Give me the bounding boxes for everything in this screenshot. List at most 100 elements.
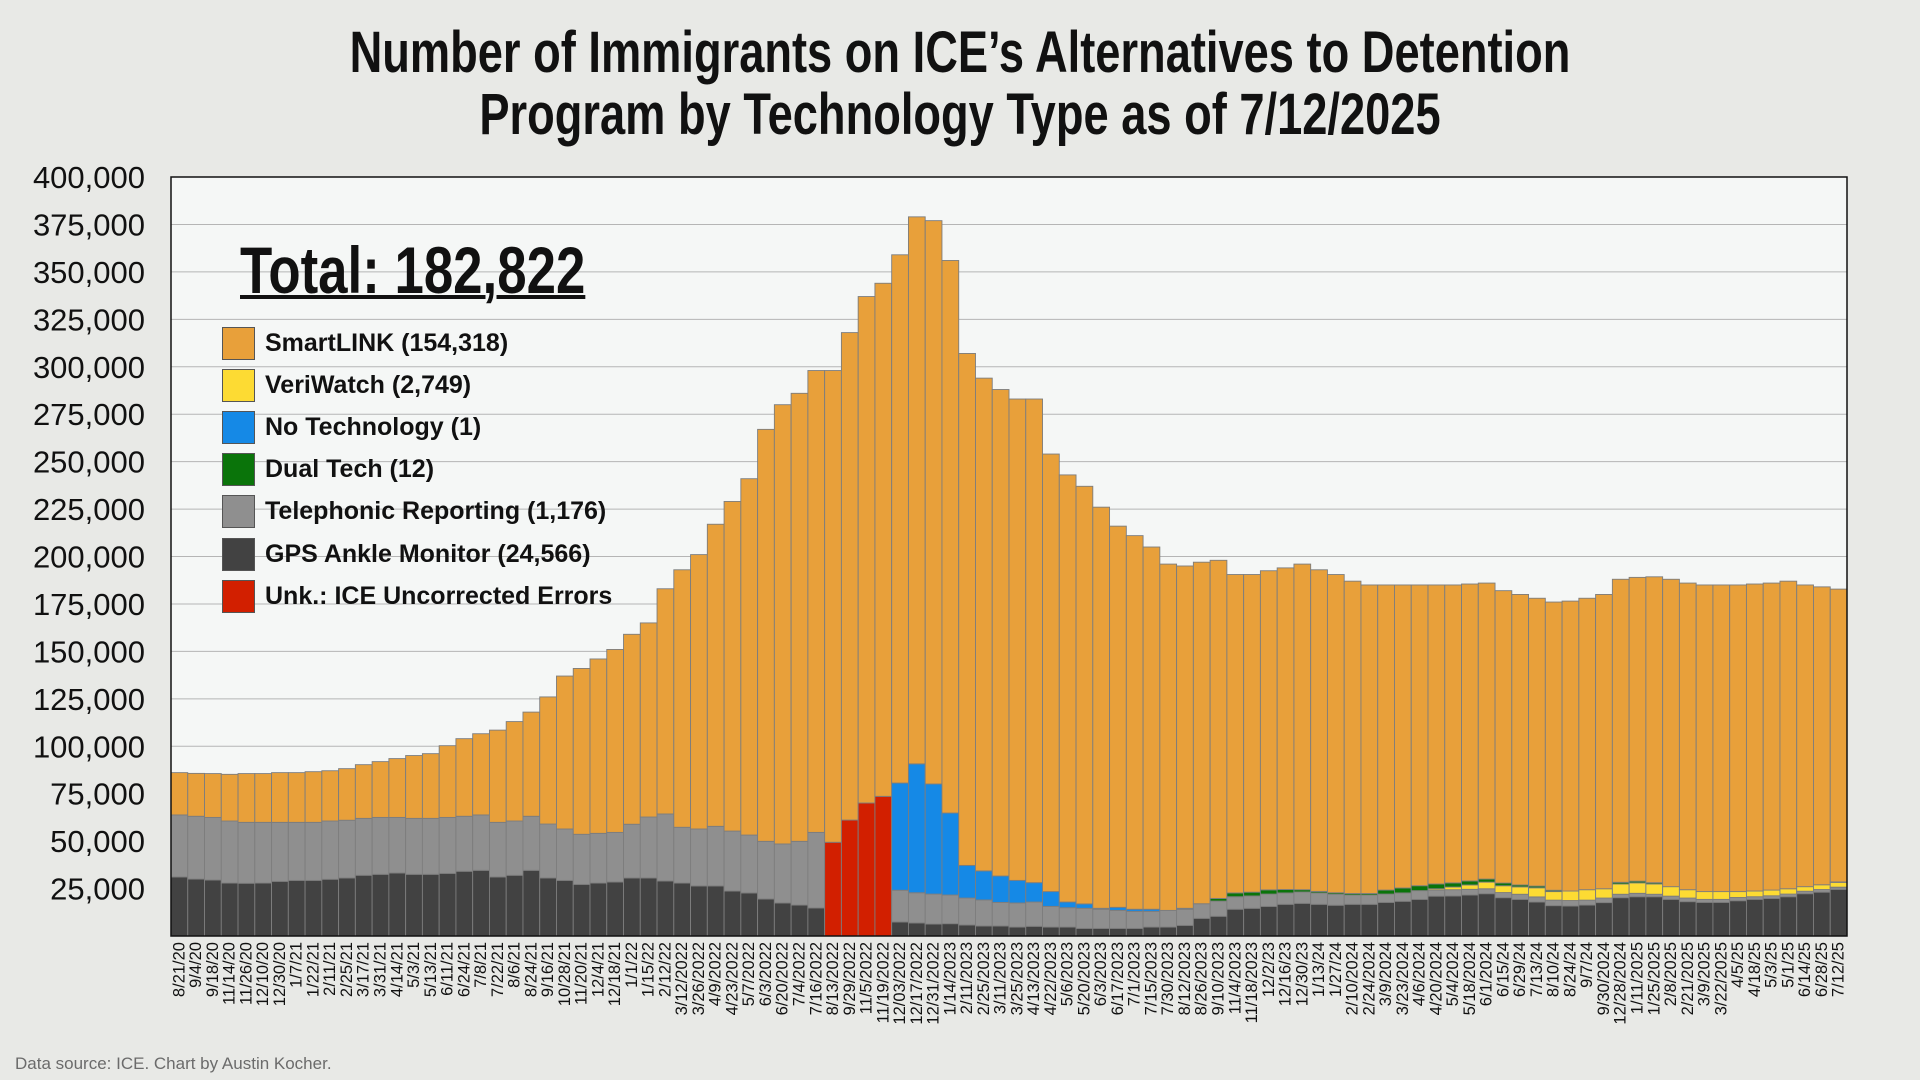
bar-segment-smart bbox=[1276, 567, 1295, 890]
bar-segment-gps bbox=[1611, 897, 1630, 937]
bar-segment-gps bbox=[1075, 927, 1094, 937]
x-tick-label: 2/11/2023 bbox=[958, 942, 976, 1014]
x-tick-label: 5/6/2023 bbox=[1059, 942, 1077, 1006]
x-axis-ticks: 8/21/209/4/209/18/2011/14/2011/26/2012/1… bbox=[170, 942, 1847, 1025]
bar-segment-smart bbox=[623, 633, 641, 825]
bar-segment-veri bbox=[1544, 891, 1563, 901]
bar-segment-dual bbox=[1243, 891, 1261, 897]
x-tick-label: 9/4/20 bbox=[187, 942, 205, 988]
bar-segment-gps bbox=[1410, 898, 1429, 937]
x-tick-label: 7/22/21 bbox=[489, 942, 507, 997]
bar-segment-gps bbox=[1628, 896, 1647, 937]
bar-segment-gps bbox=[740, 892, 759, 937]
bar-segment-smart bbox=[287, 772, 306, 823]
bar-segment-gps bbox=[1226, 908, 1245, 937]
bar-segment-tel bbox=[639, 816, 658, 879]
x-tick-label: 9/16/21 bbox=[539, 942, 557, 997]
bar-segment-gps bbox=[1678, 901, 1697, 937]
bar-segment-gps bbox=[220, 882, 239, 937]
bar-segment-gps bbox=[556, 879, 574, 937]
bar-segment-gps bbox=[338, 877, 356, 937]
bar-segment-smart bbox=[1092, 506, 1111, 909]
bar-segment-none bbox=[958, 864, 976, 899]
x-tick-label: 12/28/2024 bbox=[1612, 942, 1630, 1025]
bar-segment-veri bbox=[1595, 888, 1613, 899]
legend-item-veri: VeriWatch (2,749) bbox=[222, 364, 612, 406]
plot-border bbox=[170, 176, 1848, 937]
bar-segment-gps bbox=[690, 885, 708, 937]
bar-segment-smart bbox=[1226, 574, 1245, 894]
bar-segment-gps bbox=[1025, 925, 1043, 937]
bar-segment-gps bbox=[907, 922, 926, 937]
bar-segment-smart bbox=[1058, 474, 1077, 903]
x-tick-label: 4/9/2022 bbox=[707, 942, 725, 1006]
bar-segment-gps bbox=[1561, 905, 1580, 937]
bar-segment-veri bbox=[1729, 891, 1747, 898]
bar-segment-tel bbox=[1628, 892, 1647, 898]
bar-segment-tel bbox=[539, 823, 557, 879]
bar-segment-gps bbox=[1511, 898, 1530, 937]
bar-segment-gps bbox=[1494, 897, 1513, 937]
bar-segment-smart bbox=[254, 773, 273, 823]
bar-segment-smart bbox=[991, 389, 1010, 877]
bar-segment-gps bbox=[1159, 926, 1178, 937]
x-tick-label: 5/7/2022 bbox=[740, 942, 758, 1006]
bar-segment-unk bbox=[874, 795, 893, 937]
bar-segment-veri bbox=[1628, 882, 1647, 894]
bar-segment-gps bbox=[1829, 888, 1848, 937]
x-tick-label: 11/19/2022 bbox=[874, 942, 892, 1023]
y-tick-label: 50,000 bbox=[50, 824, 145, 859]
bar-segment-gps bbox=[790, 904, 809, 937]
bar-segment-tel bbox=[1578, 899, 1597, 906]
legend-label-none: No Technology (1) bbox=[265, 412, 482, 441]
bar-segment-smart bbox=[170, 772, 189, 816]
legend-item-dual: Dual Tech (12) bbox=[222, 449, 612, 491]
legend-swatch-dual bbox=[222, 453, 255, 487]
bar-segment-none bbox=[891, 782, 909, 891]
x-tick-label: 12/30/23 bbox=[1293, 942, 1311, 1006]
bar-segment-gps bbox=[1360, 903, 1379, 937]
legend-swatch-tel bbox=[222, 495, 255, 529]
x-tick-label: 3/9/2024 bbox=[1377, 942, 1395, 1006]
bar-segment-tel bbox=[907, 892, 926, 924]
bar-segment-tel bbox=[1595, 897, 1613, 904]
bar-segment-tel bbox=[1176, 908, 1194, 926]
bar-segment-gps bbox=[941, 923, 960, 937]
x-tick-label: 3/17/21 bbox=[355, 942, 373, 997]
bar-segment-smart bbox=[656, 588, 675, 815]
bar-segment-smart bbox=[1628, 576, 1647, 882]
bar-segment-gps bbox=[1595, 902, 1613, 937]
x-tick-label: 7/16/2022 bbox=[807, 942, 825, 1015]
x-tick-label: 2/24/2024 bbox=[1360, 942, 1378, 1015]
bar-segment-smart bbox=[1695, 584, 1714, 893]
data-source-note: Data source: ICE. Chart by Austin Kocher… bbox=[15, 1054, 332, 1073]
bars bbox=[170, 216, 1848, 937]
x-tick-label: 1/14/2023 bbox=[941, 942, 959, 1015]
bar-segment-none bbox=[941, 812, 960, 896]
x-tick-label: 9/10/2023 bbox=[1210, 942, 1228, 1015]
bar-segment-dual bbox=[1226, 892, 1245, 898]
x-tick-label: 8/10/24 bbox=[1545, 942, 1563, 997]
bar-segment-gps bbox=[1544, 905, 1563, 937]
bar-segment-smart bbox=[1544, 601, 1563, 891]
x-tick-label: 6/20/2022 bbox=[774, 942, 792, 1015]
y-tick-label: 175,000 bbox=[33, 587, 145, 622]
legend-label-unk: Unk.: ICE Uncorrected Errors bbox=[265, 581, 613, 610]
bar-segment-tel bbox=[757, 840, 775, 900]
bar-segment-tel bbox=[1042, 905, 1060, 928]
bar-segment-gps bbox=[1058, 926, 1077, 937]
bar-segment-smart bbox=[907, 216, 926, 765]
bar-segment-none bbox=[991, 875, 1010, 903]
x-tick-label: 7/4/2022 bbox=[791, 942, 809, 1006]
x-tick-label: 3/26/2022 bbox=[690, 942, 708, 1015]
bar-segment-dual bbox=[1461, 880, 1479, 886]
bar-segment-veri bbox=[1695, 891, 1714, 900]
x-tick-label: 10/28/21 bbox=[556, 942, 574, 1006]
bar-segment-smart bbox=[1410, 584, 1429, 887]
bar-segment-smart bbox=[807, 370, 826, 833]
bar-segment-gps bbox=[975, 925, 993, 937]
bar-segment-smart bbox=[690, 554, 708, 830]
bar-segment-gps bbox=[1813, 891, 1831, 937]
bar-segment-tel bbox=[1058, 907, 1077, 928]
bar-segment-dual bbox=[1394, 887, 1412, 894]
